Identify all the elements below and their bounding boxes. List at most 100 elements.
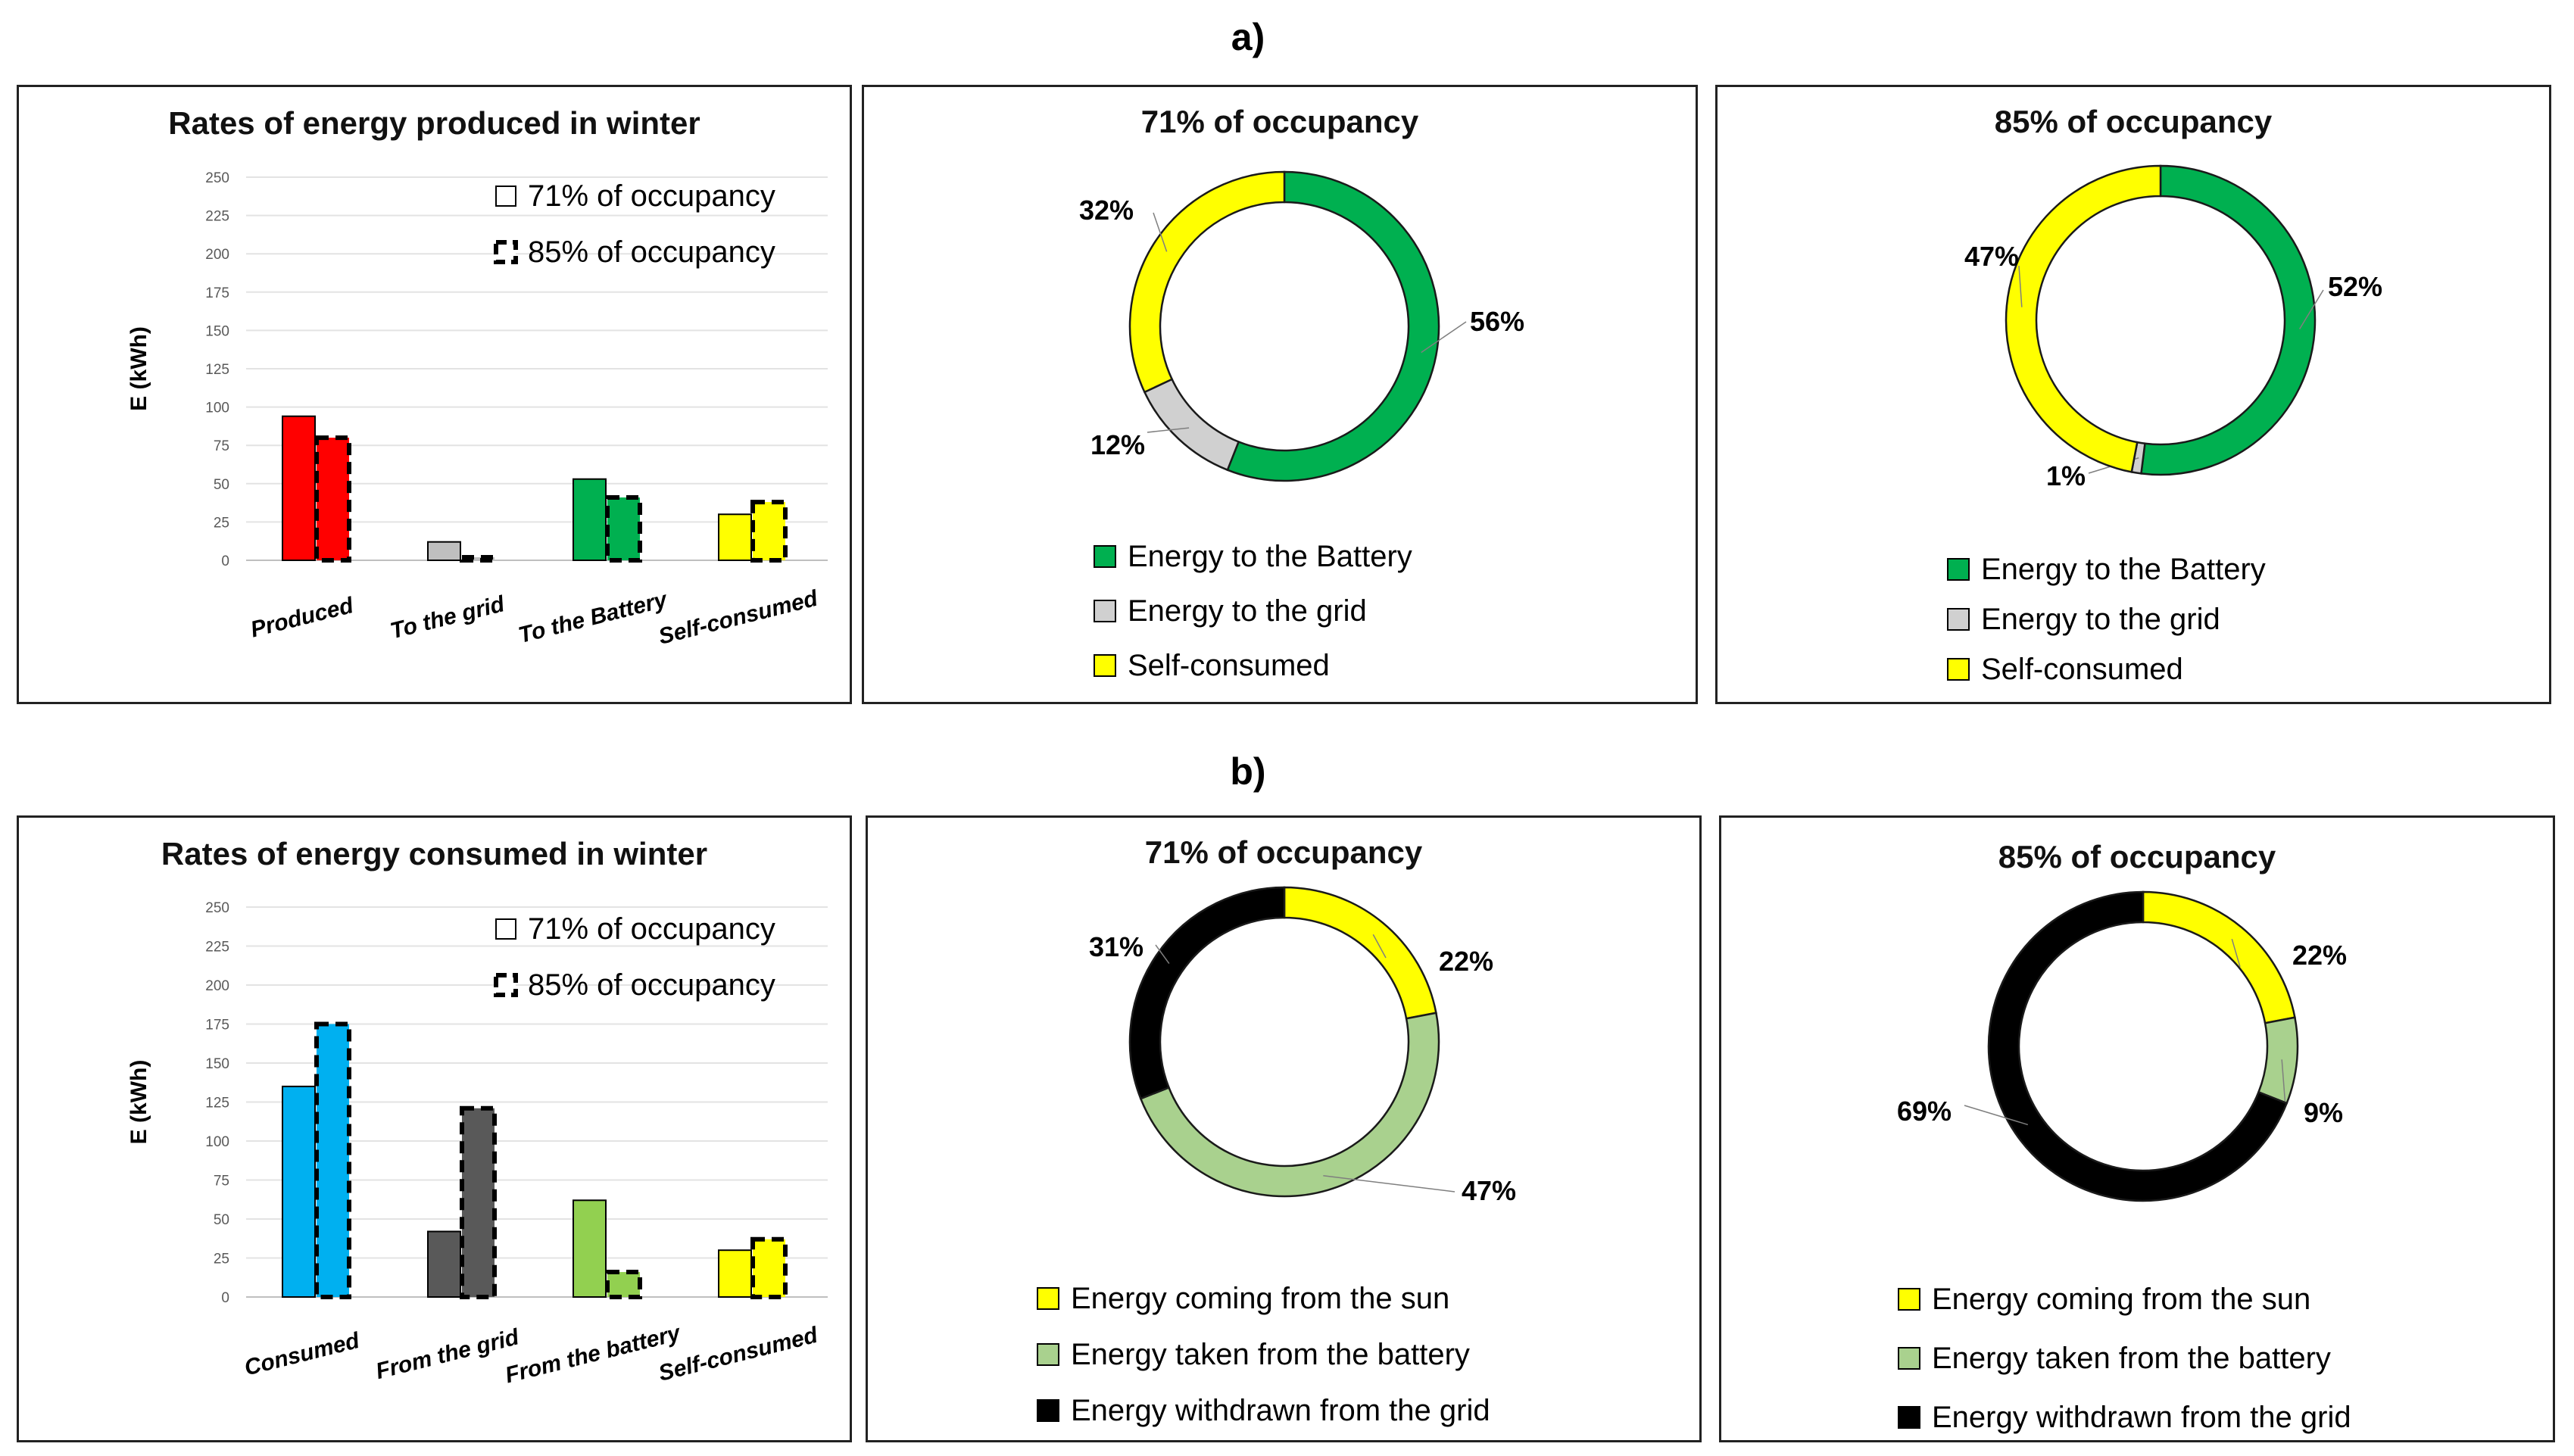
bar-from-the-grid-85	[460, 1105, 497, 1299]
consumed-pie85-title: 85% of occupancy	[1998, 839, 2276, 875]
data-label-energy-to-the-grid: 12%	[1090, 429, 1145, 460]
produced-bar-title: Rates of energy produced in winter	[168, 105, 700, 141]
legend-swatch-energy-to-the-battery	[1094, 545, 1116, 568]
consumed-bar-chart: 0 25 50 75 100 125 150 175 200 225 250 E (kWh) Consu…	[126, 900, 828, 1389]
y-tick-label: 250	[205, 170, 229, 186]
data-label-energy-withdrawn-from-the-grid: 31%	[1089, 931, 1143, 962]
y-tick-label: 150	[205, 1056, 229, 1072]
y-tick-label: 25	[214, 1252, 229, 1267]
slice-energy-withdrawn-from-the-grid	[1128, 886, 1286, 1100]
legend-label-energy-coming-from-the-sun: Energy coming from the sun	[1071, 1282, 1449, 1315]
slice-energy-taken-from-the-battery	[2257, 1016, 2299, 1105]
legend-label-energy-taken-from-the-battery: Energy taken from the battery	[1932, 1342, 2331, 1375]
produced-pie85-title: 85% of occupancy	[1994, 104, 2273, 139]
legend-swatch-71	[495, 918, 516, 940]
bar-to-the-battery-71	[573, 478, 607, 562]
legend-label-energy-withdrawn-from-the-grid: Energy withdrawn from the grid	[1071, 1394, 1490, 1427]
bar-from-the-battery-71	[573, 1199, 607, 1298]
x-category-label: Consumed	[242, 1328, 363, 1381]
bar-consumed-85	[314, 1021, 351, 1299]
leader-line	[2231, 939, 2241, 968]
legend-label-self-consumed: Self-consumed	[1128, 649, 1330, 682]
consumed-pie71-panel: 71% of occupancy 22% 47% 31% Energy coming …	[866, 815, 1702, 1442]
x-category-label: From the battery	[503, 1320, 684, 1389]
bar-self-consumed-71	[718, 1249, 752, 1299]
data-label-self-consumed: 32%	[1079, 195, 1134, 226]
legend-swatch-energy-withdrawn-from-the-grid	[1898, 1406, 1920, 1429]
y-tick-label: 100	[205, 401, 229, 416]
y-tick-label: 50	[214, 1212, 229, 1228]
y-tick-label: 0	[221, 1290, 229, 1306]
y-tick-label: 125	[205, 362, 229, 378]
slice-energy-withdrawn-from-the-grid	[1987, 890, 2289, 1202]
consumed-bar-title: Rates of energy consumed in winter	[161, 836, 708, 871]
data-label-energy-coming-from-the-sun: 22%	[1439, 946, 1493, 977]
leader-line	[1155, 944, 1170, 965]
produced-bar-panel: Rates of energy produced in winter 0 25 50…	[17, 85, 852, 704]
x-category-label: To the Battery	[516, 587, 670, 648]
legend-label-85: 85% of occupancy	[528, 968, 775, 1002]
consumed-pie71-title: 71% of occupancy	[1144, 834, 1423, 870]
data-label-energy-taken-from-the-battery: 47%	[1462, 1175, 1516, 1206]
leader-line	[1372, 934, 1387, 959]
section-a-label: a)	[1231, 16, 1265, 58]
y-axis-label: E (kWh)	[126, 326, 151, 411]
legend-swatch-energy-taken-from-the-battery	[1898, 1347, 1920, 1370]
produced-pie85-panel: 85% of occupancy 52% 1% 47% Energy to the B…	[1715, 85, 2551, 704]
legend-swatch-energy-coming-from-the-sun	[1898, 1288, 1920, 1311]
slice-energy-taken-from-the-battery	[1139, 1012, 1440, 1198]
data-label-energy-withdrawn-from-the-grid: 69%	[1897, 1096, 1952, 1127]
produced-bar-chart: 0 25 50 75 100 125 150 175 200 225 250 E (kWh) Produ…	[126, 170, 828, 650]
legend-label-71: 71% of occupancy	[528, 179, 775, 213]
bar-self-consumed-85	[750, 1236, 788, 1300]
bar-produced-71	[282, 415, 316, 561]
legend-swatch-85	[494, 240, 518, 264]
consumed-bar-panel: Rates of energy consumed in winter 0 25 50…	[17, 815, 852, 1442]
bar-to-the-grid-85	[460, 554, 497, 563]
legend-label-energy-to-the-battery: Energy to the Battery	[1981, 553, 2266, 586]
slice-energy-to-the-battery	[1226, 170, 1440, 482]
x-category-label: To the grid	[388, 591, 507, 644]
leader-line	[2298, 289, 2324, 329]
y-tick-label: 75	[214, 438, 229, 454]
y-tick-label: 75	[214, 1174, 229, 1189]
slice-self-consumed	[1128, 170, 1286, 394]
legend-label-energy-taken-from-the-battery: Energy taken from the battery	[1071, 1338, 1470, 1371]
slice-energy-to-the-battery	[2140, 164, 2317, 476]
y-tick-label: 50	[214, 477, 229, 493]
legend-swatch-energy-to-the-grid	[1947, 608, 1970, 631]
leader-line	[2281, 1059, 2286, 1108]
produced-pie71-chart: 56% 12% 32% Energy to the Battery Energy to …	[1079, 170, 1524, 682]
y-tick-label: 175	[205, 1018, 229, 1034]
x-category-label: From the grid	[373, 1324, 522, 1384]
legend-label-energy-withdrawn-from-the-grid: Energy withdrawn from the grid	[1932, 1401, 2351, 1434]
data-label-energy-taken-from-the-battery: 9%	[2304, 1097, 2343, 1128]
x-category-label: Self-consumed	[656, 1323, 820, 1386]
y-tick-label: 200	[205, 247, 229, 263]
y-tick-label: 125	[205, 1096, 229, 1111]
produced-pie85-chart: 52% 1% 47% Energy to the Battery Energy to t…	[1947, 164, 2382, 686]
leader-line	[2018, 265, 2023, 307]
bar-produced-85	[314, 435, 351, 563]
bar-self-consumed-85	[750, 500, 788, 563]
legend-swatch-self-consumed	[1094, 654, 1116, 677]
x-category-label: Self-consumed	[656, 586, 820, 650]
legend-label-85: 85% of occupancy	[528, 235, 775, 269]
leader-line	[1964, 1105, 2029, 1126]
bar-from-the-grid-71	[427, 1230, 461, 1298]
legend-swatch-71	[495, 186, 516, 207]
data-label-self-consumed: 47%	[1964, 241, 2019, 272]
slice-energy-coming-from-the-sun	[2142, 890, 2296, 1024]
consumed-pie85-panel: 85% of occupancy 22% 9% 69% Energy coming f…	[1719, 815, 2555, 1442]
y-tick-label: 0	[221, 553, 229, 569]
legend-label-energy-to-the-battery: Energy to the Battery	[1128, 540, 1412, 573]
bar-to-the-battery-85	[605, 495, 642, 563]
section-b-label: b)	[1230, 750, 1266, 793]
bar-consumed-71	[282, 1085, 316, 1298]
bar-self-consumed-71	[718, 513, 752, 562]
legend-label-energy-coming-from-the-sun: Energy coming from the sun	[1932, 1283, 2310, 1316]
bar-to-the-grid-71	[427, 541, 461, 561]
x-category-label: Produced	[248, 593, 357, 643]
y-tick-label: 150	[205, 323, 229, 339]
slice-energy-to-the-grid	[1143, 378, 1240, 472]
